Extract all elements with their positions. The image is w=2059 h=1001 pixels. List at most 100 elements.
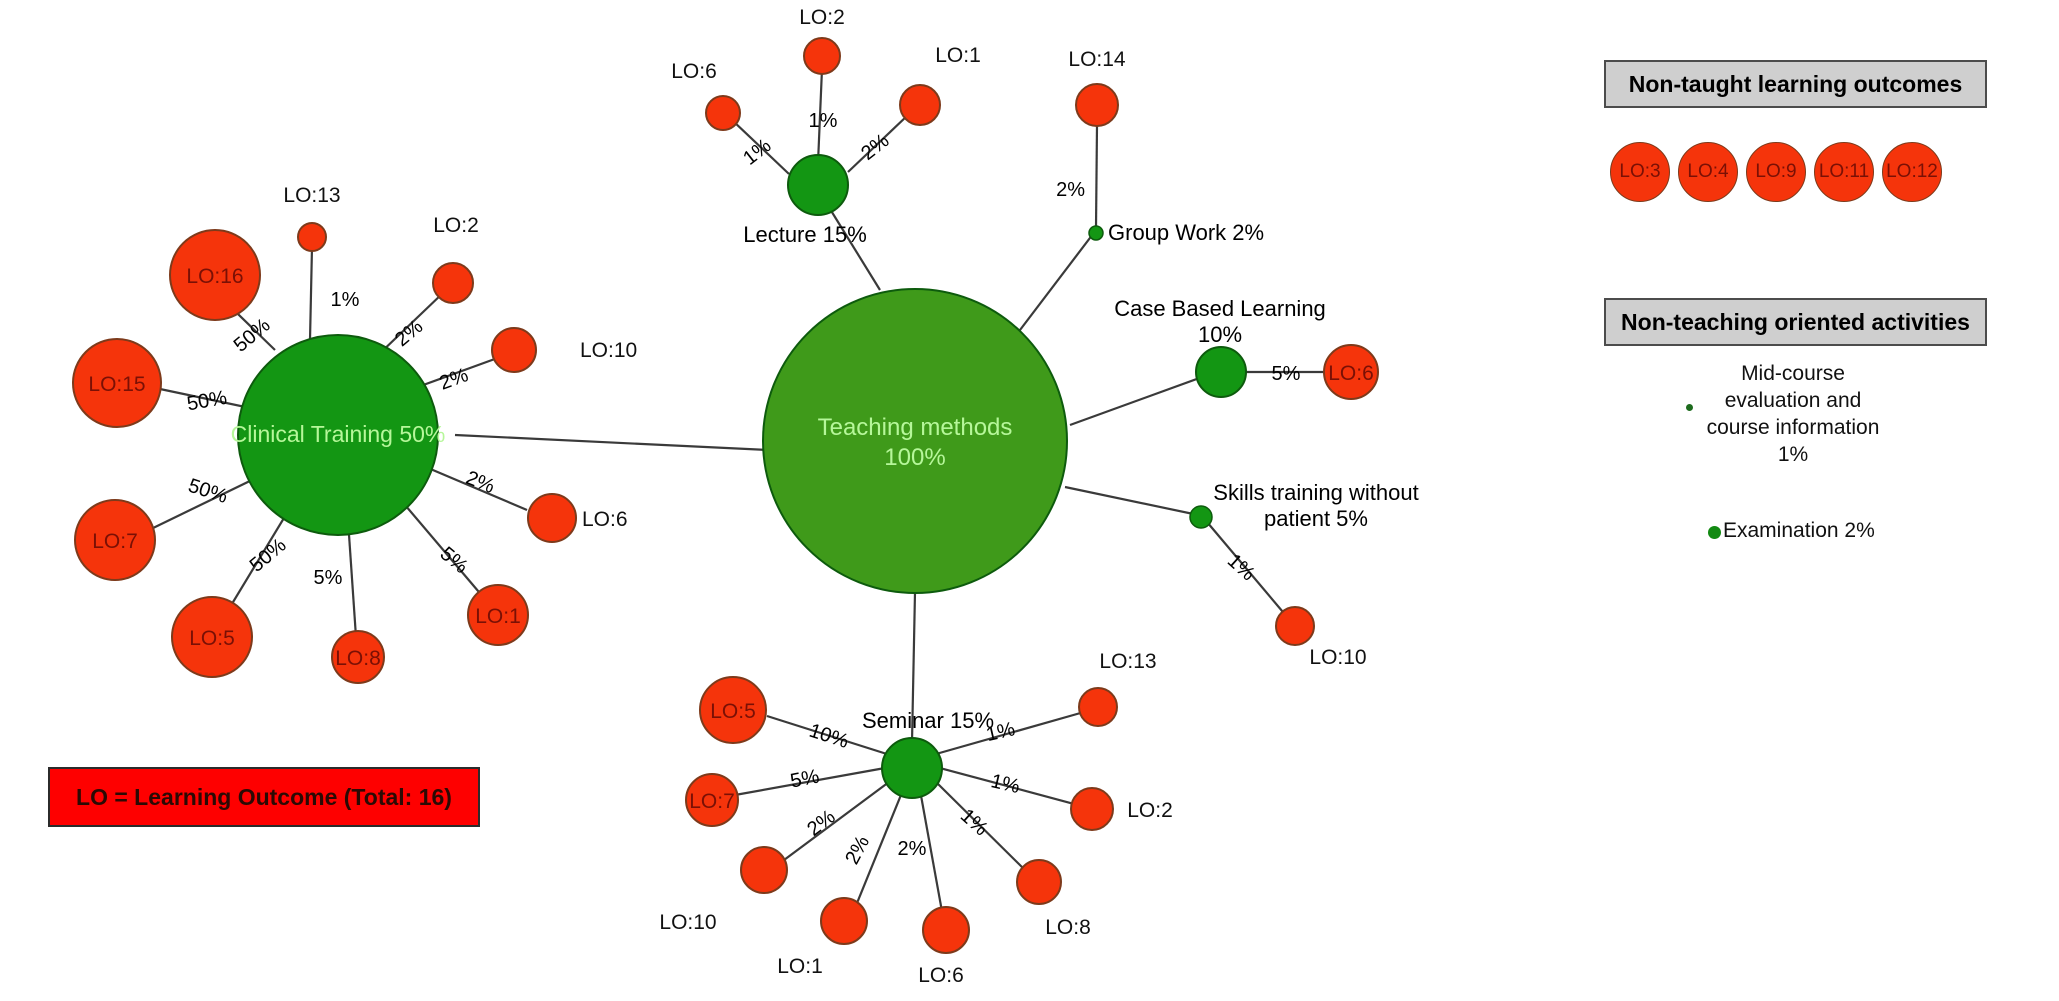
lo-node-clinical-lo13[interactable]: LO:13 [283,184,341,252]
edge-pct: 2% [391,316,427,352]
lo-label: LO:8 [1045,916,1091,939]
node-label-cbl-line2: 10% [1198,322,1242,347]
lo-node-lecture-lo6[interactable]: LO:6 [671,60,741,131]
edge-seminar-lo10 [779,781,890,864]
lo-node-groupwork-lo14[interactable]: LO:14 [1068,48,1126,127]
non-taught-bubble[interactable]: LO:3 [1610,142,1670,202]
lo-node-cbl-lo6[interactable]: LO:6 [1323,344,1379,400]
node-label-lecture: Lecture 15% [743,222,867,247]
edge-lecture-lo2 [816,68,824,164]
edge-seminar-lo13 [935,710,1085,756]
lo-label: LO:13 [1099,650,1156,673]
edge-pct: 5% [314,567,343,589]
edge-pct: 1% [809,110,838,132]
lo-node-seminar-lo13[interactable]: LO:13 [1078,650,1157,727]
edge-labels-cbl: 5% [1272,363,1301,385]
edges-seminar [734,710,1085,918]
lo-node-clinical-lo6[interactable]: LO:6 [527,493,628,543]
non-taught-bubble[interactable]: LO:9 [1746,142,1806,202]
non-taught-bubble[interactable]: LO:4 [1678,142,1738,202]
lo-node-lecture-lo2[interactable]: LO:2 [799,6,845,75]
edge-pct: 2% [463,467,498,498]
lo-label: LO:10 [659,911,716,934]
lo-node-clinical-lo16[interactable]: LO:16 [169,229,261,321]
edge-seminar-lo5 [766,714,891,757]
edge-root-skills [1064,485,1204,518]
edge-pct: 2% [803,806,839,841]
lo-node-seminar-lo6[interactable]: LO:6 [918,906,970,987]
mid-course-dot-icon [1686,404,1693,411]
node-skills-training[interactable]: Skills training without patient 5% [1189,480,1419,531]
edge-pct: 10% [806,720,851,753]
lo-label: LO:7 [689,790,735,813]
edge-pct: 1% [331,289,360,311]
edge-pct: 5% [1272,363,1301,385]
lo-label: LO:1 [777,955,823,978]
node-label-teaching-methods-line2: 100% [884,444,945,471]
lo-node-seminar-lo5[interactable]: LO:5 [699,676,767,744]
lo-node-clinical-lo5[interactable]: LO:5 [171,596,253,678]
lo-label: LO:1 [935,44,981,67]
activity-mid-course-evaluation: Mid-course evaluation and course informa… [1663,360,1923,468]
edge-seminar-lo1 [853,789,905,909]
edges-lecture [731,68,909,175]
edges-skills [1206,521,1289,619]
lo-label: LO:6 [1328,362,1374,385]
lo-node-clinical-lo10[interactable]: LO:10 [491,327,637,373]
edge-seminar-lo6 [918,789,945,918]
lo-label: LO:6 [582,508,628,531]
edges-groupwork [1094,124,1099,229]
edge-clinical-lo1 [393,491,485,599]
panel-non-taught-learning-outcomes-title: Non-taught learning outcomes [1604,60,1987,108]
lo-node-lecture-lo1[interactable]: LO:1 [899,44,981,126]
node-label-cbl-line1: Case Based Learning [1114,296,1326,321]
activity-line: evaluation and [1724,389,1862,412]
lo-label: LO:5 [710,700,756,723]
non-taught-bubble[interactable]: LO:12 [1882,142,1942,202]
lo-label: LO:10 [1309,646,1366,669]
lo-node-seminar-lo2[interactable]: LO:2 [1070,787,1173,831]
lo-node-clinical-lo8[interactable]: LO:8 [331,630,385,684]
node-group-work[interactable]: Group Work 2% [1088,220,1264,245]
edge-root-seminar [910,591,917,743]
lo-node-seminar-lo1[interactable]: LO:1 [777,897,868,978]
node-seminar[interactable]: Seminar 15% [862,708,994,799]
lo-label: LO:2 [1127,799,1173,822]
edge-pct: 1% [956,805,992,841]
lo-node-clinical-lo1[interactable]: LO:1 [467,584,529,646]
node-clinical-training[interactable]: Clinical Training 50% [231,334,446,536]
activity-examination: Examination 2% [1723,519,1875,542]
edge-lecture-lo1 [847,114,909,173]
lo-label: LO:6 [671,60,717,83]
non-taught-bubble[interactable]: LO:11 [1814,142,1874,202]
lo-node-clinical-lo2[interactable]: LO:2 [432,214,479,304]
node-label-teaching-methods-line1: Teaching methods [818,414,1013,441]
edge-root-cbl [1069,370,1217,427]
edge-clinical-lo5 [223,507,291,618]
lo-node-clinical-lo15[interactable]: LO:15 [72,338,162,428]
edge-clinical-lo15 [159,387,256,411]
edge-seminar-lo2 [939,766,1079,807]
lo-node-seminar-lo8[interactable]: LO:8 [1016,859,1091,939]
edge-pct: 50% [230,314,275,357]
activity-line: course information [1706,416,1880,439]
edges-root [454,195,1217,743]
lo-node-clinical-lo7[interactable]: LO:7 [74,499,156,581]
node-teaching-methods[interactable]: Teaching methods 100% [762,288,1068,594]
node-case-based-learning[interactable]: Case Based Learning 10% [1114,296,1326,398]
node-label-group-work: Group Work 2% [1108,220,1264,245]
edge-pct: 1% [739,135,775,170]
lo-node-seminar-lo10[interactable]: LO:10 [659,846,788,934]
panel-non-teaching-oriented-activities-title: Non-teaching oriented activities [1604,298,1987,346]
edge-root-groupwork [1019,229,1097,331]
lo-label: LO:6 [918,964,964,987]
node-lecture[interactable]: Lecture 15% [743,154,867,247]
edge-seminar-lo8 [935,781,1028,873]
edge-pct: 1% [989,770,1022,798]
edge-pct: 2% [898,838,927,860]
lo-node-skills-lo10[interactable]: LO:10 [1275,606,1367,669]
lo-label: LO:2 [433,214,479,237]
lo-node-seminar-lo7[interactable]: LO:7 [685,773,739,827]
